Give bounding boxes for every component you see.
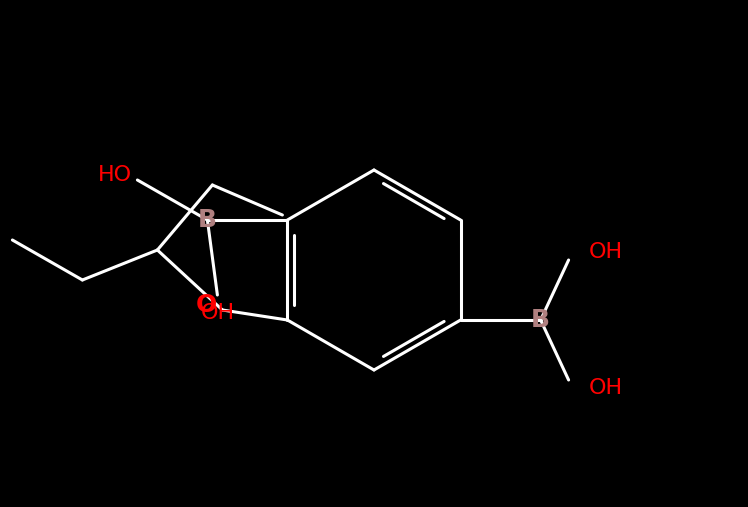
Text: B: B [531,308,550,332]
Text: OH: OH [200,303,234,323]
Text: O: O [196,293,218,317]
Text: OH: OH [589,242,623,262]
Text: HO: HO [98,165,132,185]
Text: OH: OH [589,378,623,398]
Text: B: B [198,208,217,232]
